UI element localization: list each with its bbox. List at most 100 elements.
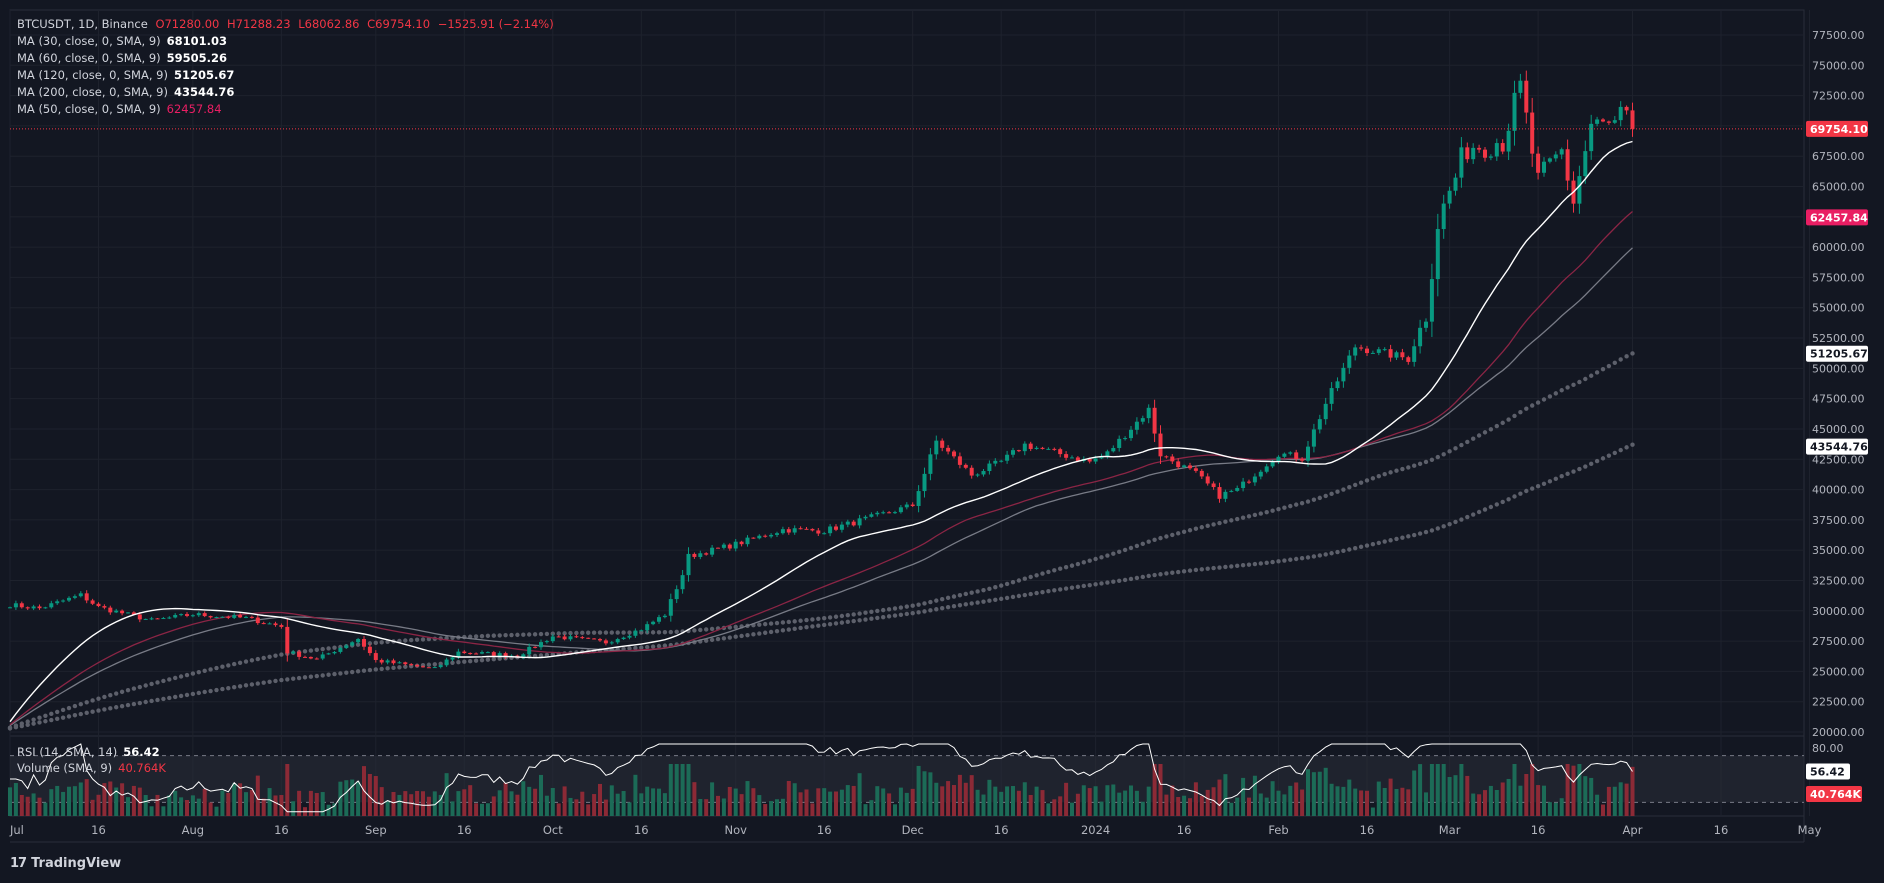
candle-body[interactable] (680, 575, 685, 590)
candle-body[interactable] (639, 630, 644, 632)
candle-body[interactable] (1058, 449, 1063, 455)
candle-body[interactable] (367, 646, 372, 654)
candle-body[interactable] (745, 537, 750, 545)
candle-body[interactable] (657, 617, 661, 622)
candle-body[interactable] (1235, 488, 1240, 491)
candle-body[interactable] (1040, 447, 1045, 449)
candle-body[interactable] (763, 535, 768, 537)
candle-body[interactable] (780, 529, 785, 534)
candle-body[interactable] (603, 640, 608, 644)
candle-body[interactable] (1601, 119, 1605, 122)
candle-body[interactable] (828, 526, 833, 534)
candle-body[interactable] (839, 524, 844, 530)
candle-body[interactable] (1282, 453, 1287, 457)
candle-body[interactable] (1229, 490, 1234, 492)
candle-body[interactable] (1441, 203, 1446, 230)
candle-body[interactable] (161, 618, 166, 620)
candle-body[interactable] (904, 504, 909, 508)
candle-body[interactable] (409, 664, 414, 666)
candle-body[interactable] (285, 626, 290, 654)
candle-body[interactable] (598, 639, 602, 641)
candle-body[interactable] (1199, 470, 1204, 477)
candle-body[interactable] (1547, 158, 1552, 162)
candle-body[interactable] (651, 621, 656, 625)
candle-body[interactable] (574, 636, 579, 638)
candle-body[interactable] (1353, 347, 1358, 356)
candle-body[interactable] (627, 635, 632, 638)
candle-body[interactable] (544, 641, 549, 643)
candle-body[interactable] (1595, 119, 1600, 124)
candle-body[interactable] (1542, 161, 1546, 173)
candle-body[interactable] (72, 596, 77, 598)
candle-body[interactable] (1205, 476, 1210, 484)
candle-body[interactable] (686, 553, 691, 576)
candle-body[interactable] (432, 667, 437, 669)
candle-body[interactable] (190, 615, 195, 617)
candle-body[interactable] (226, 616, 231, 618)
candle-body[interactable] (887, 512, 892, 514)
candle-body[interactable] (421, 666, 425, 668)
candle-body[interactable] (1105, 451, 1110, 456)
candle-body[interactable] (1093, 458, 1098, 462)
candle-body[interactable] (102, 606, 107, 608)
candle-body[interactable] (397, 662, 402, 664)
candle-body[interactable] (1276, 456, 1281, 462)
candle-body[interactable] (562, 636, 567, 640)
candle-body[interactable] (928, 454, 933, 474)
candle-body[interactable] (373, 653, 378, 660)
candle-body[interactable] (84, 593, 89, 601)
candle-body[interactable] (291, 651, 296, 654)
candle-body[interactable] (37, 606, 42, 609)
candle-body[interactable] (167, 617, 172, 619)
candle-body[interactable] (710, 547, 715, 555)
candle-body[interactable] (1494, 143, 1499, 157)
candle-body[interactable] (869, 514, 874, 517)
candle-body[interactable] (1046, 448, 1051, 450)
candle-body[interactable] (1624, 106, 1629, 111)
candle-body[interactable] (556, 636, 561, 638)
candle-body[interactable] (769, 534, 774, 537)
candle-body[interactable] (757, 535, 762, 539)
candle-body[interactable] (810, 528, 815, 531)
candle-body[interactable] (1612, 120, 1617, 123)
candle-body[interactable] (61, 600, 66, 602)
candle-body[interactable] (1524, 80, 1529, 113)
candle-body[interactable] (137, 614, 142, 620)
candle-body[interactable] (1217, 487, 1222, 499)
candle-body[interactable] (662, 615, 667, 618)
candle-body[interactable] (987, 463, 992, 472)
candle-body[interactable] (668, 599, 673, 616)
candle-body[interactable] (1317, 419, 1322, 430)
candle-body[interactable] (1577, 176, 1582, 204)
candle-body[interactable] (1465, 147, 1470, 160)
candle-body[interactable] (249, 616, 254, 618)
candle-body[interactable] (1252, 476, 1257, 483)
candle-body[interactable] (692, 553, 697, 557)
candle-body[interactable] (320, 654, 325, 659)
candle-body[interactable] (344, 645, 349, 648)
candle-body[interactable] (314, 658, 319, 660)
candle-body[interactable] (863, 516, 868, 519)
candle-body[interactable] (1488, 156, 1493, 158)
candle-body[interactable] (173, 614, 178, 618)
candle-body[interactable] (491, 652, 496, 656)
candle-body[interactable] (816, 530, 821, 534)
candle-body[interactable] (143, 618, 148, 620)
candle-body[interactable] (1335, 381, 1340, 389)
candle-body[interactable] (1418, 327, 1423, 347)
candle-body[interactable] (1182, 465, 1187, 468)
candle-body[interactable] (155, 618, 160, 620)
candle-body[interactable] (131, 612, 136, 615)
candle-body[interactable] (25, 607, 30, 609)
candle-body[interactable] (238, 615, 243, 618)
candle-body[interactable] (845, 521, 850, 525)
candle-body[interactable] (834, 526, 838, 530)
candle-body[interactable] (78, 593, 83, 597)
candle-body[interactable] (450, 657, 455, 660)
candle-body[interactable] (1270, 461, 1275, 467)
candle-body[interactable] (55, 601, 60, 604)
indicator-ma60[interactable]: MA (60, close, 0, SMA, 9) 59505.26 (17, 50, 554, 67)
candle-body[interactable] (792, 528, 797, 533)
candle-body[interactable] (963, 464, 968, 468)
candle-body[interactable] (185, 614, 189, 616)
